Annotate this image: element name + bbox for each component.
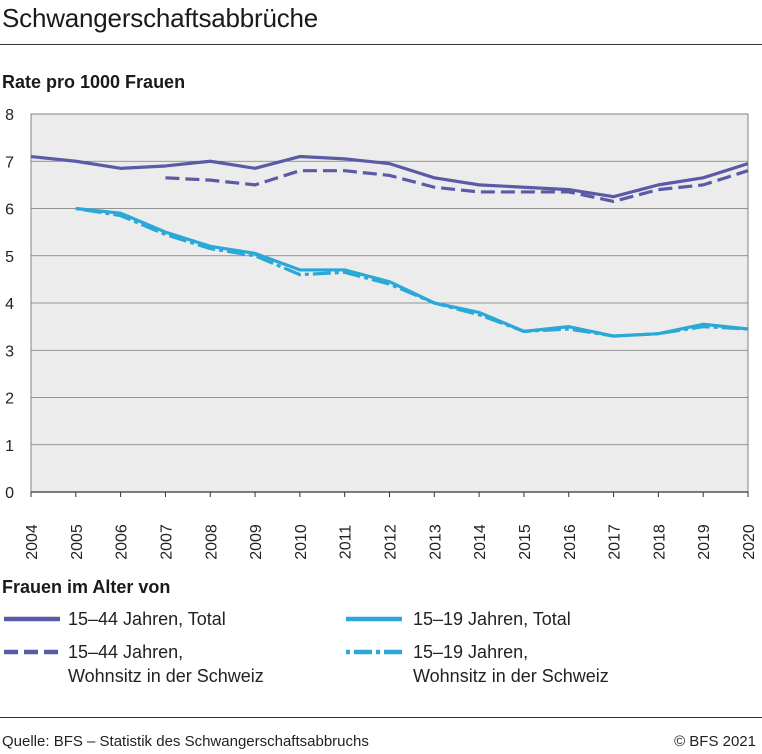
y-tick-label-2: 2 — [5, 391, 14, 408]
x-tick-label-2009: 2009 — [248, 524, 265, 560]
legend-label-resident-15-19-line1: 15–19 Jahren, — [413, 642, 529, 662]
legend-swatch-total-15-19 — [346, 616, 402, 622]
y-tick-label-8: 8 — [5, 107, 14, 124]
x-tick-label-2008: 2008 — [203, 524, 220, 560]
series-line-0 — [30, 154, 749, 199]
y-tick-label-1: 1 — [5, 438, 14, 455]
title-divider — [0, 44, 762, 45]
x-tick-label-2005: 2005 — [69, 524, 86, 560]
x-tick-label-2004: 2004 — [24, 524, 41, 560]
x-tick-label-2016: 2016 — [562, 524, 579, 560]
y-tick-label-7: 7 — [5, 154, 14, 171]
x-tick-label-2007: 2007 — [158, 524, 175, 560]
legend-label-total-15-44: 15–44 Jahren, Total — [68, 609, 226, 629]
legend-title: Frauen im Alter von — [2, 577, 171, 597]
y-tick-label-5: 5 — [5, 249, 14, 266]
x-axis-ticks: 2004 2005 2006 2007 2008 2009 2010 2011 2012 2013… — [24, 492, 758, 560]
legend-swatch-total-15-44 — [4, 616, 60, 622]
y-tick-label-6: 6 — [5, 202, 14, 219]
x-tick-label-2012: 2012 — [383, 524, 400, 560]
legend-label-resident-15-44-line1: 15–44 Jahren, — [68, 642, 184, 662]
legend-label-resident-15-19-line2: Wohnsitz in der Schweiz — [413, 666, 609, 686]
series-line-3 — [75, 206, 749, 338]
x-tick-label-2013: 2013 — [427, 524, 444, 560]
copyright-note: © BFS 2021 — [674, 733, 756, 750]
x-tick-label-2018: 2018 — [651, 524, 668, 560]
x-tick-label-2011: 2011 — [338, 525, 355, 560]
x-tick-label-2020: 2020 — [741, 524, 758, 560]
x-tick-label-2014: 2014 — [472, 524, 489, 560]
x-tick-label-2017: 2017 — [607, 524, 624, 560]
x-tick-label-2010: 2010 — [293, 524, 310, 560]
x-tick-label-2006: 2006 — [114, 524, 131, 560]
legend-label-total-15-19: 15–19 Jahren, Total — [413, 609, 571, 629]
y-tick-label-0: 0 — [5, 485, 14, 502]
legend-label-resident-15-44-line2: Wohnsitz in der Schweiz — [68, 666, 264, 686]
y-tick-label-3: 3 — [5, 343, 14, 360]
legend-swatch-resident-15-44 — [4, 649, 60, 655]
y-axis-ticks: 0 1 2 3 4 5 6 7 8 — [5, 107, 14, 502]
legend-label-resident-15-44: 15–44 Jahren, Wohnsitz in der Schweiz — [68, 640, 264, 688]
x-tick-label-2015: 2015 — [517, 524, 534, 560]
footer-divider — [0, 717, 762, 718]
series-lines — [30, 154, 749, 338]
series-line-1 — [165, 169, 749, 204]
chart-title: Schwangerschaftsabbrüche — [2, 3, 319, 33]
source-note: Quelle: BFS – Statistik des Schwangersch… — [2, 733, 369, 750]
y-axis-label: Rate pro 1000 Frauen — [2, 72, 186, 92]
legend-swatch-resident-15-19 — [346, 649, 402, 655]
x-tick-label-2019: 2019 — [696, 524, 713, 560]
legend-label-resident-15-19: 15–19 Jahren, Wohnsitz in der Schweiz — [413, 640, 609, 688]
y-tick-label-4: 4 — [5, 296, 14, 313]
